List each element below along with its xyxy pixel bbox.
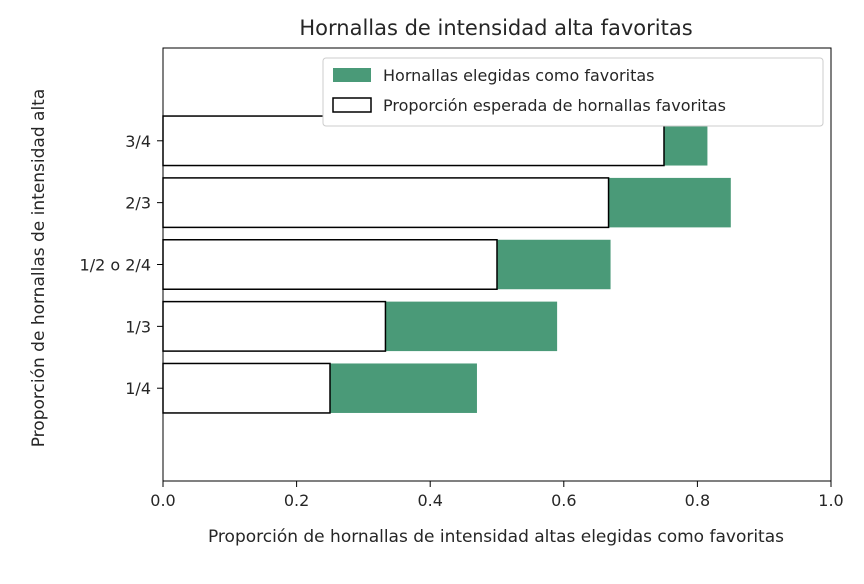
plot-area: 1/4 1/3 1/2 o 2/4 2/3 3/4 0.0 0.2 0.4 0.6 0.8 1.0 <box>80 47 844 510</box>
legend-swatch-1 <box>333 68 371 82</box>
legend-box <box>322 57 824 127</box>
y-axis-label: Proporción de hornallas de intensidad al… <box>29 89 49 448</box>
legend-swatch-2 <box>332 97 372 113</box>
x-tick-label-3: 0.6 <box>551 491 576 510</box>
x-tick-label-0: 0.0 <box>150 491 175 510</box>
y-tick-label-5: 3/4 <box>125 132 151 151</box>
x-tick-label-2: 0.4 <box>417 491 442 510</box>
x-tick-label-4: 0.8 <box>685 491 710 510</box>
y-tick-label-1: 1/4 <box>125 379 151 398</box>
legend-label-2: Proporción esperada de hornallas favorit… <box>383 96 726 115</box>
y-tick-label-4: 2/3 <box>125 194 151 213</box>
legend: Hornallas elegidas como favoritas Proporc… <box>322 57 824 127</box>
y-tick-label-2: 1/3 <box>125 317 151 336</box>
chart-title: Hornallas de intensidad alta favoritas <box>299 16 692 40</box>
y-tick-label-3: 1/2 o 2/4 <box>80 256 151 275</box>
x-tick-label-5: 1.0 <box>818 491 843 510</box>
x-axis-label: Proporción de hornallas de intensidad al… <box>208 527 784 547</box>
bar-esperada-3 <box>162 239 498 290</box>
bar-esperada-2 <box>162 300 387 352</box>
bar-esperada-4 <box>162 177 610 229</box>
plot-frame <box>162 47 832 482</box>
bar-esperada-1 <box>162 362 331 414</box>
legend-label-1: Hornallas elegidas como favoritas <box>383 66 654 85</box>
x-tick-label-1: 0.2 <box>284 491 309 510</box>
